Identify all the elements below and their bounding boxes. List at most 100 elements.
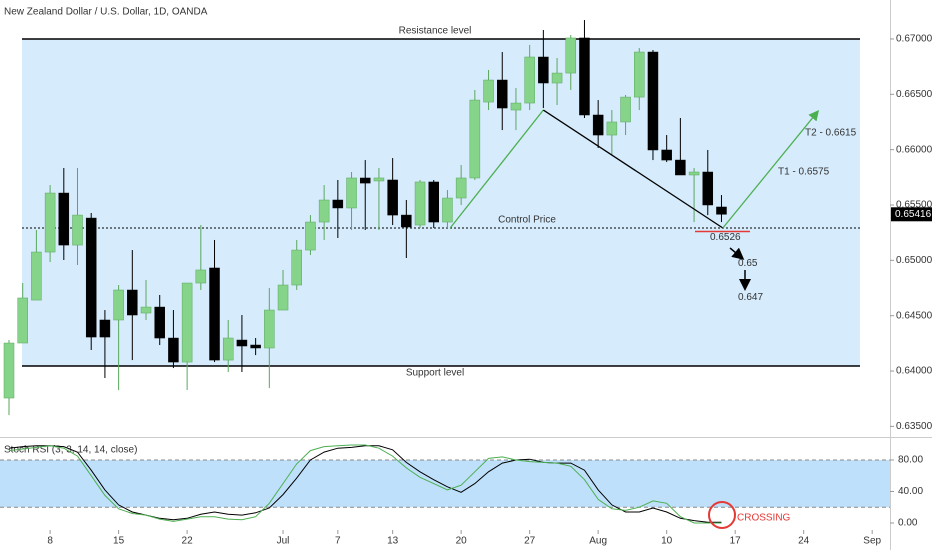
- candle-body: [592, 114, 604, 136]
- candle-body: [606, 121, 618, 136]
- candle-body: [497, 79, 508, 109]
- candle-body: [688, 171, 700, 176]
- candle-body: [236, 339, 248, 347]
- last-price-label: 0.65416: [895, 209, 932, 220]
- price-mark-label: 0.6526: [710, 232, 741, 243]
- indicator-title: Stoch RSI (3, 3, 14, 14, close): [4, 445, 137, 456]
- candle-body: [222, 337, 234, 361]
- candle-body: [72, 214, 83, 246]
- y-tick-label: 0.66500: [896, 89, 932, 100]
- y-tick-label: 80.00: [898, 455, 923, 466]
- x-tick-label: 17: [730, 536, 742, 547]
- x-tick-label: 8: [47, 536, 53, 547]
- band: [0, 460, 890, 508]
- candle-body: [510, 102, 522, 111]
- candle-body: [634, 51, 645, 98]
- target-label: T1 - 0.6575: [778, 167, 830, 178]
- candle-body: [647, 51, 659, 151]
- candle-body: [483, 79, 494, 103]
- candle-body: [414, 181, 426, 226]
- price-pane: [3, 20, 860, 416]
- y-tick-label: 0.64500: [896, 310, 932, 321]
- x-tick-label: 27: [524, 536, 536, 547]
- x-tick-label: 15: [113, 536, 125, 547]
- candle-body: [373, 177, 385, 182]
- trend-line: [542, 109, 724, 229]
- candle-body: [565, 37, 577, 74]
- x-tick-label: 10: [661, 536, 673, 547]
- candle-body: [469, 99, 481, 179]
- candle-body: [168, 337, 179, 363]
- candle-body: [113, 289, 124, 321]
- candle-body: [620, 96, 631, 123]
- candle-body: [579, 37, 590, 116]
- chart-title: New Zealand Dollar / U.S. Dollar, 1D, OA…: [4, 7, 208, 18]
- last-price-box: [891, 207, 932, 222]
- candle-body: [538, 56, 549, 84]
- candle-body: [209, 267, 220, 361]
- x-tick-label: 7: [335, 536, 341, 547]
- trend-line: [722, 110, 820, 229]
- price-mark-label: 0.65: [738, 258, 758, 269]
- candle-body: [716, 206, 727, 215]
- candle-body: [264, 309, 275, 349]
- level-label: Resistance level: [399, 26, 472, 37]
- candle-body: [318, 199, 330, 223]
- indicator-line: [8, 444, 722, 524]
- candle-body: [442, 197, 453, 223]
- trend-line: [449, 109, 544, 229]
- candle-body: [3, 342, 15, 399]
- candle-body: [58, 192, 70, 246]
- x-tick-label: Sep: [863, 536, 881, 547]
- price-mark-label: 0.647: [738, 292, 763, 303]
- annotation-circle: [708, 501, 736, 529]
- candle-body: [291, 249, 302, 286]
- candle-body: [250, 344, 261, 349]
- x-tick-label: Aug: [589, 536, 607, 547]
- candle-body: [346, 177, 357, 209]
- x-tick-label: Jul: [277, 536, 290, 547]
- candle-body: [387, 179, 398, 216]
- level-label: Control Price: [498, 215, 556, 226]
- candle-body: [85, 217, 97, 338]
- candle-body: [675, 159, 686, 176]
- annotation-label: CROSSING: [737, 513, 791, 524]
- y-tick-label: 0.66000: [896, 144, 932, 155]
- indicator-line: [8, 445, 722, 523]
- candle-body: [455, 177, 467, 199]
- candle-body: [31, 251, 42, 301]
- y-tick-label: 0.67000: [896, 34, 932, 45]
- x-tick-label: 22: [182, 536, 194, 547]
- candle-body: [428, 181, 439, 223]
- x-tick-label: 13: [387, 536, 399, 547]
- candle-body: [332, 199, 344, 209]
- candle-body: [524, 56, 535, 104]
- candle-body: [154, 306, 165, 339]
- candle-body: [359, 177, 371, 184]
- candle-body: [17, 297, 28, 344]
- candle-body: [305, 221, 316, 251]
- candle-body: [127, 289, 138, 316]
- y-tick-label: 0.00: [898, 518, 918, 529]
- zone: [22, 38, 860, 367]
- candle-body: [195, 269, 207, 284]
- y-tick-label: 0.64000: [896, 366, 932, 377]
- candle-body: [277, 284, 289, 311]
- arrow: [729, 247, 745, 260]
- level-label: Support level: [406, 368, 464, 379]
- candle-body: [99, 319, 111, 338]
- target-label: T2 - 0.6615: [805, 128, 857, 139]
- y-tick-label: 0.65000: [896, 255, 932, 266]
- y-tick-label: 0.63500: [896, 421, 932, 432]
- candle-body: [702, 171, 714, 206]
- candle-body: [181, 282, 193, 363]
- y-tick-label: 0.65500: [896, 200, 932, 211]
- candle-body: [140, 306, 152, 314]
- candle-body: [551, 72, 563, 84]
- x-tick-label: 24: [798, 536, 810, 547]
- candle-body: [661, 149, 672, 161]
- x-tick-label: 20: [456, 536, 468, 547]
- candle-body: [44, 192, 56, 253]
- y-tick-label: 40.00: [898, 486, 923, 497]
